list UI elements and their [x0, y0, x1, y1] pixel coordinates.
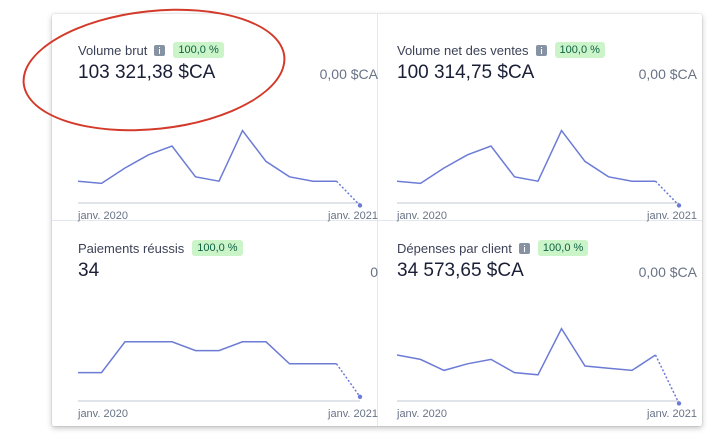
- change-badge: 100,0 %: [173, 42, 224, 58]
- x-axis-start-label: janv. 2020: [78, 408, 128, 420]
- card-title: Volume brut: [78, 42, 148, 58]
- series-line-projection: [654, 180, 680, 206]
- metric-value: 103 321,38 $CA: [78, 62, 216, 83]
- series-line: [397, 129, 656, 185]
- current-point: [357, 394, 363, 399]
- metric-card-successful-payments[interactable]: Paiements réussis 100,0 % 34 0 janv. 202…: [78, 238, 378, 426]
- comparison-value: 0,00 $CA: [319, 66, 378, 82]
- comparison-value: 0,00 $CA: [638, 264, 697, 280]
- series-line: [78, 129, 337, 185]
- comparison-value: 0: [370, 264, 378, 280]
- series-line-projection: [335, 180, 361, 206]
- card-header: Dépenses par client 100,0 %: [397, 238, 589, 258]
- card-title: Paiements réussis: [78, 240, 185, 256]
- card-header: Paiements réussis 100,0 %: [78, 238, 243, 258]
- metric-card-net-volume[interactable]: Volume net des ventes 100,0 % 100 314,75…: [397, 40, 697, 240]
- x-axis-start-label: janv. 2020: [78, 210, 128, 222]
- sparkline-chart[interactable]: [78, 238, 378, 426]
- metric-card-spend-per-customer[interactable]: Dépenses par client 100,0 % 34 573,65 $C…: [397, 238, 697, 426]
- card-header: Volume net des ventes 100,0 %: [397, 40, 605, 60]
- current-point: [676, 203, 682, 208]
- metric-value: 34 573,65 $CA: [397, 260, 524, 281]
- metric-card-gross-volume[interactable]: Volume brut 100,0 % 103 321,38 $CA 0,00 …: [78, 40, 378, 240]
- x-axis-start-label: janv. 2020: [397, 210, 447, 222]
- x-axis-end-label: janv. 2021: [328, 210, 378, 222]
- x-axis-end-label: janv. 2021: [647, 408, 697, 420]
- metrics-panel: Volume brut 100,0 % 103 321,38 $CA 0,00 …: [52, 14, 702, 426]
- sparkline-chart[interactable]: [397, 40, 697, 240]
- grid-divider-horizontal: [52, 220, 702, 221]
- change-badge: 100,0 %: [554, 42, 605, 58]
- change-badge: 100,0 %: [537, 240, 589, 256]
- metric-value: 100 314,75 $CA: [397, 62, 535, 83]
- info-icon[interactable]: [518, 242, 530, 254]
- change-badge: 100,0 %: [192, 240, 243, 256]
- current-point: [357, 203, 363, 208]
- x-axis-end-label: janv. 2021: [328, 408, 378, 420]
- sparkline-chart[interactable]: [78, 40, 378, 240]
- series-line: [78, 341, 337, 374]
- card-header: Volume brut 100,0 %: [78, 40, 224, 60]
- card-title: Dépenses par client: [397, 240, 512, 256]
- metric-value: 34: [78, 260, 100, 281]
- series-line-projection: [654, 354, 680, 404]
- card-title: Volume net des ventes: [397, 42, 529, 58]
- x-axis-start-label: janv. 2020: [397, 408, 447, 420]
- info-icon[interactable]: [154, 44, 166, 56]
- sparkline-chart[interactable]: [397, 238, 697, 426]
- series-line-projection: [335, 363, 361, 398]
- info-icon[interactable]: [535, 44, 547, 56]
- comparison-value: 0,00 $CA: [638, 66, 697, 82]
- series-line: [397, 327, 656, 376]
- x-axis-end-label: janv. 2021: [647, 210, 697, 222]
- current-point: [676, 401, 682, 406]
